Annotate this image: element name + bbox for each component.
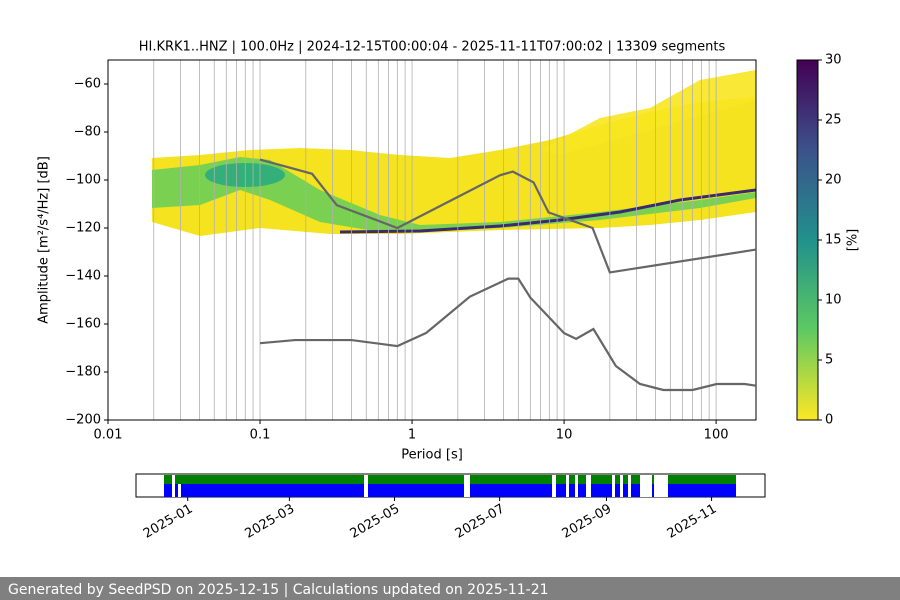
x-tick-label: 2025-09 <box>560 502 615 542</box>
x-tick-label: 0.01 <box>94 428 123 443</box>
x-tick-label: 2025-03 <box>243 502 298 542</box>
colorbar-tick-label: 0 <box>825 413 833 428</box>
x-tick-label: 2025-01 <box>141 502 196 542</box>
colorbar-tick-label: 15 <box>825 233 842 248</box>
psd-density <box>152 70 756 236</box>
x-tick-label: 2025-05 <box>348 502 403 542</box>
noise-model-line <box>259 158 757 274</box>
footer-bar <box>0 577 900 600</box>
y-tick-label: −80 <box>74 125 101 140</box>
footer: Generated by SeedPSD on 2025-12-15 | Cal… <box>8 582 549 598</box>
colorbar-tick-label: 30 <box>825 53 842 68</box>
y-tick-label: −200 <box>65 413 101 428</box>
colorbar-tick-label: 10 <box>825 293 842 308</box>
x-tick-label: 10 <box>556 428 573 443</box>
colorbar <box>796 59 819 421</box>
y-axis-label: Amplitude [m²/s⁴/Hz] [dB] <box>37 156 52 324</box>
colorbar-label: [%] <box>846 229 861 252</box>
x-tick-label: 0.1 <box>250 428 271 443</box>
availability <box>135 473 766 498</box>
noise-model-line <box>259 277 757 392</box>
y-tick-label: −120 <box>65 221 101 236</box>
colorbar-tick-label: 25 <box>825 113 842 128</box>
chart-title: HI.KRK1..HNZ | 100.0Hz | 2024-12-15T00:0… <box>139 40 726 55</box>
x-axis-label: Period [s] <box>401 448 463 463</box>
x-tick-label: 1 <box>408 428 416 443</box>
x-tick-label: 2025-07 <box>453 502 508 542</box>
y-tick-label: −100 <box>65 173 101 188</box>
y-tick-label: −60 <box>74 77 101 92</box>
plot-frame <box>107 59 757 421</box>
colorbar-tick-label: 20 <box>825 173 842 188</box>
colorbar-tick-label: 5 <box>825 353 833 368</box>
y-tick-label: −140 <box>65 269 101 284</box>
y-tick-label: −160 <box>65 317 101 332</box>
y-tick-label: −180 <box>65 365 101 380</box>
x-tick-label: 2025-11 <box>665 502 720 542</box>
x-tick-label: 100 <box>704 428 729 443</box>
